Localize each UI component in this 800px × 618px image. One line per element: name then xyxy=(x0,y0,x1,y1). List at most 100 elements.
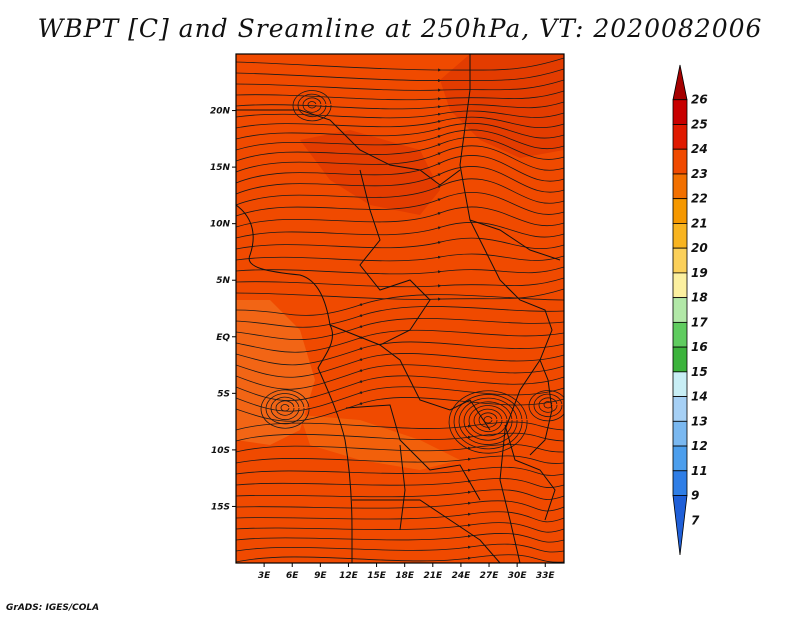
colorbar-segment xyxy=(672,420,688,447)
streamline xyxy=(236,489,564,500)
streamline xyxy=(236,500,564,512)
colorbar-label: 22 xyxy=(691,192,708,206)
streamline xyxy=(275,400,295,416)
streamline xyxy=(483,416,493,424)
lat-tick-label: 15N xyxy=(210,163,231,173)
streamline xyxy=(236,353,564,378)
colorbar-segment xyxy=(672,148,688,175)
colorbar-segment xyxy=(672,346,688,373)
streamline xyxy=(236,478,564,488)
streamline xyxy=(236,206,564,228)
colorbar-top-triangle xyxy=(672,64,688,101)
streamline xyxy=(236,455,564,464)
streamline xyxy=(543,401,553,409)
lat-tick-label: EQ xyxy=(216,333,230,343)
streamline xyxy=(236,57,564,72)
colorbar-bottom-triangle xyxy=(672,495,688,556)
colorbar-segment xyxy=(672,272,688,299)
lon-tick-label: 9E xyxy=(314,571,327,581)
streamline xyxy=(463,401,513,441)
streamline xyxy=(236,123,564,140)
colorbar-label: 18 xyxy=(691,291,708,305)
streamline xyxy=(236,466,564,476)
lon-tick-label: 6E xyxy=(286,571,299,581)
wbpt-patch-darker-sahel xyxy=(300,130,440,215)
colorbar-label: 17 xyxy=(691,315,708,329)
streamline xyxy=(236,554,564,563)
streamline xyxy=(236,294,564,316)
streamline xyxy=(236,329,564,353)
lat-tick-label: 5N xyxy=(216,276,230,286)
streamline xyxy=(236,253,564,262)
streamline xyxy=(236,317,564,340)
colorbar-segment xyxy=(672,99,688,125)
streamline xyxy=(236,79,564,92)
map-frame xyxy=(235,53,565,564)
lon-tick-label: 33E xyxy=(536,571,556,581)
colorbar-segment xyxy=(672,396,688,422)
lon-tick-label: 3E xyxy=(258,571,271,581)
streamline xyxy=(236,68,564,83)
lat-tick-label: 15S xyxy=(211,502,230,512)
streamline xyxy=(236,533,564,543)
longitude-axis: 3E 6E 9E 12E 15E 18E 21E 24E 27E 30E 33E xyxy=(258,563,556,581)
colorbar-segment xyxy=(672,247,688,274)
streamline xyxy=(236,364,564,390)
streamline xyxy=(236,288,564,301)
colorbar-label: 15 xyxy=(691,365,708,379)
streamline xyxy=(307,101,317,109)
streamlines xyxy=(236,57,564,563)
lat-tick-label: 10N xyxy=(210,220,231,230)
lon-tick-label: 21E xyxy=(423,571,443,581)
wbpt-patch-lighter-south xyxy=(300,415,460,470)
lon-tick-label: 15E xyxy=(367,571,387,581)
streamline xyxy=(260,389,310,429)
colorbar-segment xyxy=(672,297,688,323)
streamline xyxy=(236,90,564,101)
streamline xyxy=(458,397,518,445)
streamline xyxy=(236,166,564,195)
latitude-axis: 20N 15N 10N 5N EQ 5S 10S 15S xyxy=(210,107,236,512)
colorbar-label: 7 xyxy=(691,513,700,527)
colorbar: 26 25 24 23 22 21 20 19 18 17 16 15 14 13 12 11 9 7 xyxy=(672,64,708,556)
lat-tick-label: 10S xyxy=(211,446,230,456)
streamline xyxy=(236,543,564,553)
streamline xyxy=(236,145,564,173)
colorbar-segment xyxy=(672,321,688,348)
streamline xyxy=(236,101,564,110)
streamline xyxy=(236,375,564,401)
streamline xyxy=(236,192,564,217)
streamline xyxy=(236,222,564,239)
streamline xyxy=(236,511,564,523)
streamline xyxy=(236,129,564,151)
wbpt-patch-lighter-atlantic xyxy=(236,300,315,445)
colorbar-label: 19 xyxy=(691,266,708,280)
streamline xyxy=(265,393,305,425)
streamline xyxy=(448,390,528,454)
streamline xyxy=(292,90,332,122)
colorbar-segment xyxy=(672,198,688,224)
streamline xyxy=(270,396,300,420)
streamline xyxy=(236,277,564,288)
grads-credit: GrADS: IGES/COLA xyxy=(6,603,100,613)
colorbar-label: 13 xyxy=(691,414,708,428)
streamline xyxy=(468,405,508,437)
lat-tick-label: 5S xyxy=(217,389,230,399)
colorbar-label: 26 xyxy=(691,93,708,107)
colorbar-segment xyxy=(672,173,688,200)
streamline xyxy=(236,137,564,162)
colorbar-label: 24 xyxy=(691,142,708,156)
colorbar-label: 14 xyxy=(691,390,708,404)
lon-tick-label: 24E xyxy=(452,571,472,581)
colorbar-label: 11 xyxy=(691,464,708,478)
streamline xyxy=(280,404,290,412)
streamline xyxy=(302,97,322,113)
streamline xyxy=(236,266,564,275)
colorbar-label: 16 xyxy=(691,340,708,354)
coastline xyxy=(236,54,561,563)
streamline xyxy=(236,432,564,442)
streamline xyxy=(478,412,498,428)
colorbar-label: 23 xyxy=(691,167,708,181)
colorbar-segment xyxy=(672,124,688,150)
